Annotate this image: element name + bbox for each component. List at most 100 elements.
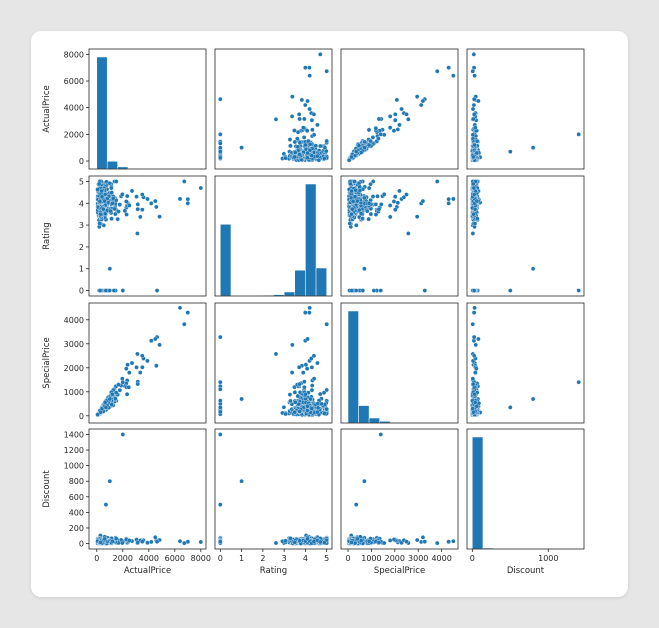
scatter-point — [366, 142, 372, 148]
scatter-point — [102, 400, 108, 405]
scatter-point — [120, 192, 125, 197]
scatter-point — [218, 132, 223, 137]
panel-ActualPrice-vs-SpecialPrice — [340, 48, 459, 170]
x-tick-label: 8000 — [191, 554, 211, 563]
scatter-point — [446, 539, 451, 544]
histogram-bar — [283, 291, 296, 297]
y-tick-label: 0 — [79, 540, 84, 549]
y-tick-label: 200 — [69, 524, 84, 533]
panel-Rating-vs-Discount — [466, 175, 585, 297]
scatter-point — [368, 138, 373, 144]
scatter-point — [110, 200, 115, 206]
scatter-point — [470, 116, 476, 122]
panel-Discount-vs-ActualPrice — [88, 428, 207, 550]
y-tick-label: 1000 — [64, 388, 84, 397]
scatter-point — [473, 370, 478, 375]
y-axis-label: SpecialPrice — [42, 337, 52, 388]
scatter-point — [349, 188, 354, 194]
y-tick-label: 800 — [69, 477, 84, 486]
scatter-point — [135, 202, 141, 207]
scatter-point — [347, 221, 353, 226]
scatter-point — [218, 502, 223, 507]
scatter-point — [470, 381, 476, 387]
scatter-point — [472, 305, 477, 311]
scatter-point — [381, 540, 387, 546]
scatter-point — [303, 142, 308, 148]
scatter-point — [154, 363, 159, 369]
x-tick-label: 2000 — [113, 554, 133, 563]
scatter-point — [392, 194, 398, 199]
scatter-point — [370, 194, 376, 199]
scatter-point — [185, 310, 191, 315]
scatter-point — [420, 98, 426, 104]
scatter-point — [303, 102, 308, 108]
scatter-point — [358, 538, 364, 543]
y-tick-label: 2 — [79, 243, 84, 252]
scatter-point — [177, 305, 183, 311]
scatter-point — [352, 194, 358, 200]
x-tick-label: 2000 — [385, 554, 405, 563]
scatter-point — [318, 52, 323, 57]
scatter-point — [397, 188, 402, 194]
scatter-point — [124, 199, 129, 204]
scatter-point — [305, 336, 310, 342]
scatter-point — [95, 187, 100, 192]
x-axis-label: ActualPrice — [124, 566, 171, 576]
scatter-point — [103, 288, 109, 293]
scatter-point — [303, 65, 308, 70]
scatter-point — [102, 198, 107, 204]
scatter-point — [287, 392, 293, 397]
scatter-point — [376, 540, 382, 545]
panel-frame — [466, 302, 585, 424]
histogram-bar — [472, 436, 484, 550]
scatter-point — [446, 65, 451, 70]
panel-Discount-vs-Discount — [466, 428, 585, 550]
x-tick-label: 6000 — [165, 554, 185, 563]
scatter-point — [356, 143, 362, 149]
scatter-point — [414, 537, 420, 543]
y-tick-label: 0 — [79, 157, 84, 166]
scatter-point — [292, 409, 298, 415]
scatter-point — [108, 208, 113, 214]
panel-frame — [88, 428, 207, 550]
scatter-point — [218, 398, 223, 403]
scatter-point — [112, 206, 117, 212]
scatter-point — [140, 353, 145, 359]
panel-Rating-vs-SpecialPrice — [340, 175, 459, 297]
scatter-point — [471, 102, 477, 108]
y-tick-label: 5 — [79, 177, 84, 186]
scatter-point — [474, 150, 480, 156]
scatter-point — [117, 387, 123, 393]
scatter-point — [471, 154, 476, 160]
scatter-point — [470, 181, 476, 187]
scatter-point — [120, 540, 125, 546]
panel-ActualPrice-vs-Discount — [466, 48, 585, 170]
scatter-point — [110, 196, 116, 201]
scatter-point — [153, 336, 158, 342]
x-tick-label: 1000 — [538, 554, 558, 563]
scatter-point — [387, 203, 393, 208]
y-axis-label: ActualPrice — [42, 85, 52, 132]
scatter-point — [368, 211, 374, 217]
scatter-point — [474, 403, 480, 409]
scatter-point — [182, 540, 187, 546]
scatter-point — [315, 405, 321, 411]
scatter-point — [404, 192, 409, 197]
scatter-point — [376, 116, 382, 122]
scatter-point — [185, 196, 191, 202]
scatter-point — [117, 202, 123, 207]
panel-ActualPrice-vs-Rating — [214, 48, 333, 170]
scatter-point — [349, 154, 354, 160]
scatter-point — [576, 132, 581, 137]
scatter-point — [471, 353, 477, 359]
y-tick-label: 1200 — [64, 446, 84, 455]
scatter-point — [470, 106, 476, 112]
scatter-point — [281, 405, 287, 410]
scatter-point — [530, 266, 536, 272]
scatter-point — [350, 206, 355, 212]
histogram-bar — [106, 161, 118, 170]
scatter-point — [387, 214, 393, 220]
scatter-point — [324, 406, 329, 412]
scatter-point — [297, 381, 302, 387]
scatter-point — [470, 132, 476, 138]
